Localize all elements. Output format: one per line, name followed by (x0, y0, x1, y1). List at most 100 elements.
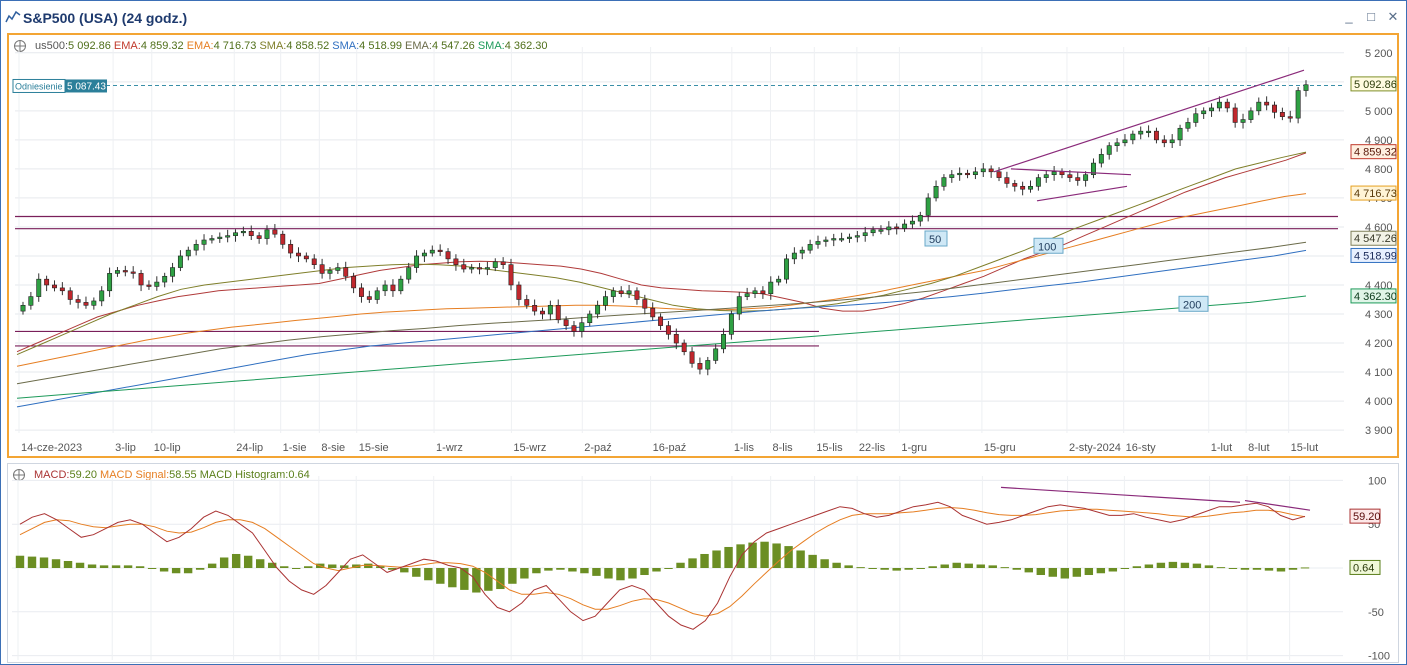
ma-period-label: 50 (924, 230, 948, 247)
price-tag-bg (1350, 247, 1397, 263)
candle-body (1303, 84, 1309, 91)
candle-body (532, 305, 538, 312)
candle-body (799, 249, 805, 254)
candle-body (1224, 101, 1230, 109)
candle-body (193, 244, 199, 251)
candle-body (500, 261, 506, 265)
macd-legend-item-value: 59.20 (69, 469, 101, 481)
candle-body (1051, 171, 1057, 175)
y-tick-label: 4 000 (1365, 396, 1393, 408)
candle-body (1169, 139, 1175, 144)
x-tick-label: 1-wrz (436, 442, 463, 454)
macd-histogram-bar (868, 568, 877, 569)
candle-body (122, 270, 128, 273)
candle-body (728, 313, 734, 335)
macd-histogram-bar (255, 559, 265, 568)
candle-body (839, 238, 845, 241)
candle-body (1067, 174, 1073, 178)
candle-body (1130, 133, 1136, 141)
close-button[interactable]: ✕ (1387, 9, 1399, 24)
move-icon[interactable] (13, 39, 27, 53)
x-tick-label: 1-lut (1211, 442, 1232, 454)
macd-histogram-bar (231, 553, 241, 568)
macd-value-tag-bg (1349, 508, 1381, 524)
macd-histogram-bar (352, 564, 361, 568)
macd-panel[interactable]: MACD:59.20 MACD Signal:58.55 MACD Histog… (7, 463, 1399, 663)
candle-body (980, 168, 986, 173)
ma-period-label: 200 (1178, 295, 1209, 312)
macd-histogram-bar (388, 568, 397, 570)
candle-body (1098, 154, 1104, 164)
ma-period-label-text: 200 (1183, 299, 1201, 311)
legend-item-label: SMA: (259, 40, 287, 52)
ma-series-line (16, 193, 1307, 367)
candle-body (217, 236, 223, 239)
macd-histogram-bar (1060, 568, 1070, 579)
candle-body (1287, 116, 1293, 119)
macd-histogram-bar (748, 542, 757, 568)
candle-body (784, 258, 789, 280)
price-tag: 4 362.30 (1350, 288, 1397, 304)
price-tag-value: 4 859.32 (1354, 147, 1397, 159)
candle-body (768, 281, 774, 294)
candle-body (1279, 112, 1285, 117)
candle-body (319, 264, 325, 274)
macd-histogram-bar (520, 568, 529, 579)
x-tick-label: 1-sie (283, 442, 307, 454)
candle-body (595, 305, 601, 315)
macd-histogram-bar (75, 562, 85, 568)
ma-period-label-bg (924, 230, 948, 247)
price-tag-bg (1350, 288, 1397, 304)
candle-body (75, 299, 81, 303)
macd-histogram-bar (832, 562, 841, 568)
x-tick-label: 16-paź (653, 442, 687, 454)
candle-body (83, 302, 89, 306)
macd-histogram-bar (604, 568, 613, 579)
title-bar[interactable]: S&P500 (USA) (24 godz.) _ □ ✕ (1, 1, 1406, 33)
candle-body (248, 230, 254, 236)
candle-body (311, 258, 317, 265)
macd-histogram-bar (1288, 568, 1298, 570)
x-tick-label: 16-sty (1126, 442, 1156, 454)
candle-body (1122, 139, 1128, 144)
macd-histogram-bar (147, 568, 157, 569)
price-panel[interactable]: us500:5 092.86 EMA:4 859.32 EMA:4 716.73… (7, 33, 1399, 458)
price-tag: 4 716.73 (1350, 185, 1397, 201)
macd-histogram-bar (1276, 568, 1286, 572)
y-tick-label: 5 200 (1365, 48, 1393, 60)
macd-histogram-bar (652, 568, 661, 572)
candle-body (1114, 142, 1120, 146)
macd-histogram-bar (664, 568, 673, 569)
minimize-button[interactable]: _ (1345, 9, 1353, 24)
candle-body (1083, 174, 1089, 181)
candle-body (146, 284, 152, 287)
macd-histogram-bar (1156, 562, 1166, 568)
candle-body (185, 249, 191, 257)
candle-body (1193, 113, 1199, 123)
macd-histogram-bar (892, 568, 901, 571)
candle-body (642, 299, 648, 309)
macd-histogram-bar (292, 568, 301, 569)
maximize-button[interactable]: □ (1367, 9, 1375, 24)
price-tag-bg (1350, 144, 1397, 160)
macd-histogram-bar (880, 568, 889, 570)
candle-body (1028, 186, 1033, 190)
candle-body (209, 238, 215, 241)
x-tick-label: 1-gru (901, 442, 927, 454)
candle-body (406, 267, 412, 280)
candle-body (1146, 130, 1152, 133)
macd-histogram-bar (1096, 568, 1106, 574)
candle-body (697, 363, 703, 370)
candle-body (170, 267, 176, 277)
macd-histogram-bar (1012, 568, 1021, 570)
macd-histogram-bar (99, 565, 109, 568)
x-tick-label: 14-cze-2023 (21, 442, 82, 454)
candle-body (99, 290, 105, 302)
candle-body (760, 290, 766, 294)
macd-histogram-bar (508, 568, 517, 584)
candle-body (374, 290, 380, 300)
candle-body (421, 252, 427, 257)
candle-body (138, 273, 144, 286)
